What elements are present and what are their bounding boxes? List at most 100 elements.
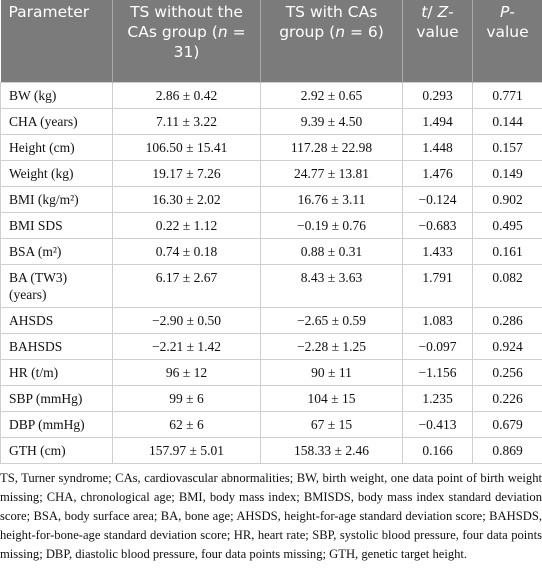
table-cell: 9.39 ± 4.50 — [260, 108, 403, 135]
table-cell: −2.21 ± 1.42 — [112, 333, 261, 360]
table-row: GTH (cm) 157.97 ± 5.01 158.33 ± 2.46 0.166 0… — [0, 437, 542, 464]
table-cell: BMI (kg/m²) — [0, 186, 113, 213]
table-cell: −0.19 ± 0.76 — [260, 212, 403, 239]
table-cell: 67 ± 15 — [260, 411, 403, 438]
table-cell: 90 ± 11 — [260, 359, 403, 386]
footnote: TS, Turner syndrome; CAs, cardiovascular… — [0, 471, 542, 561]
table-cell: 158.33 ± 2.46 — [260, 437, 403, 464]
header-text: = 31) — [173, 23, 246, 61]
table-cell: −0.413 — [402, 411, 473, 438]
table-cell: 1.791 — [402, 264, 473, 308]
table-cell: 0.144 — [472, 108, 542, 135]
table-cell: 0.902 — [472, 186, 542, 213]
table-row: Weight (kg) 19.17 ± 7.26 24.77 ± 13.81 1.47… — [0, 160, 542, 187]
table-cell: 0.924 — [472, 333, 542, 360]
header-text: n — [335, 23, 346, 41]
header-cell: Parameter — [0, 0, 113, 83]
header-text: TS without the CAs group ( — [127, 3, 243, 41]
table-row: Height (cm) 106.50 ± 15.41 117.28 ± 22.98 1… — [0, 134, 542, 161]
table-cell: 7.11 ± 3.22 — [112, 108, 261, 135]
table-cell: 24.77 ± 13.81 — [260, 160, 403, 187]
table-cell: 0.22 ± 1.12 — [112, 212, 261, 239]
table-cell: 8.43 ± 3.63 — [260, 264, 403, 308]
table-row: AHSDS −2.90 ± 0.50 −2.65 ± 0.59 1.083 0.286 — [0, 307, 542, 334]
table-cell: −2.65 ± 0.59 — [260, 307, 403, 334]
table-row: CHA (years) 7.11 ± 3.22 9.39 ± 4.50 1.494 0.… — [0, 108, 542, 135]
table-cell: 0.495 — [472, 212, 542, 239]
header-text: Parameter — [8, 3, 90, 21]
table-cell: 104 ± 15 — [260, 385, 403, 412]
table-cell: −0.124 — [402, 186, 473, 213]
table-cell: 1.476 — [402, 160, 473, 187]
table-cell: 6.17 ± 2.67 — [112, 264, 261, 308]
table-body: BW (kg) 2.86 ± 0.42 2.92 ± 0.65 0.293 0.771 C… — [0, 82, 542, 464]
table-row: BAHSDS −2.21 ± 1.42 −2.28 ± 1.25 −0.097 0.92… — [0, 333, 542, 360]
table-cell: AHSDS — [0, 307, 113, 334]
table-row: SBP (mmHg) 99 ± 6 104 ± 15 1.235 0.226 — [0, 385, 542, 412]
table-cell: SBP (mmHg) — [0, 385, 113, 412]
table-cell: 0.286 — [472, 307, 542, 334]
header-text: Z — [437, 3, 449, 21]
table-row: BMI SDS 0.22 ± 1.12 −0.19 ± 0.76 −0.683 0.49… — [0, 212, 542, 239]
table-cell: CHA (years) — [0, 108, 113, 135]
header-text: / — [427, 3, 438, 21]
table-cell: 117.28 ± 22.98 — [260, 134, 403, 161]
table-cell: Weight (kg) — [0, 160, 113, 187]
table-cell: −0.097 — [402, 333, 473, 360]
table-cell: 1.083 — [402, 307, 473, 334]
table-cell: 0.166 — [402, 437, 473, 464]
table-cell: BSA (m²) — [0, 238, 113, 265]
table-cell: 1.235 — [402, 385, 473, 412]
table-cell: 157.97 ± 5.01 — [112, 437, 261, 464]
table-cell: 0.157 — [472, 134, 542, 161]
table-cell: 0.679 — [472, 411, 542, 438]
header-row: Parameter TS without the CAs group (n = 3… — [0, 0, 542, 83]
header-cell: t/ Z-value — [402, 0, 473, 83]
table-cell: 19.17 ± 7.26 — [112, 160, 261, 187]
table-cell: BMI SDS — [0, 212, 113, 239]
table-cell: 0.226 — [472, 385, 542, 412]
table-cell: 1.448 — [402, 134, 473, 161]
table-cell: 0.149 — [472, 160, 542, 187]
table-cell: 16.76 ± 3.11 — [260, 186, 403, 213]
table-row: HR (t/m) 96 ± 12 90 ± 11 −1.156 0.256 — [0, 359, 542, 386]
table-cell: 0.88 ± 0.31 — [260, 238, 403, 265]
table-cell: BW (kg) — [0, 82, 113, 109]
table-cell: 0.869 — [472, 437, 542, 464]
header-text: -value — [486, 3, 529, 41]
table-cell: −1.156 — [402, 359, 473, 386]
table-cell: 99 ± 6 — [112, 385, 261, 412]
table-cell: 0.771 — [472, 82, 542, 109]
table-cell: −2.90 ± 0.50 — [112, 307, 261, 334]
table-cell: −0.683 — [402, 212, 473, 239]
header-cell: P-value — [472, 0, 542, 83]
table-cell: HR (t/m) — [0, 359, 113, 386]
table-cell: 0.161 — [472, 238, 542, 265]
table-row: BA (TW3) (years) 6.17 ± 2.67 8.43 ± 3.63 1.… — [0, 264, 542, 308]
table-cell: 0.082 — [472, 264, 542, 308]
table-cell: BA (TW3) (years) — [0, 264, 113, 308]
header-text: n — [217, 23, 228, 41]
header-text: = 6) — [345, 23, 384, 41]
table-row: BW (kg) 2.86 ± 0.42 2.92 ± 0.65 0.293 0.771 — [0, 82, 542, 109]
header-cell: TS without the CAs group (n = 31) — [112, 0, 261, 83]
table-row: BMI (kg/m²) 16.30 ± 2.02 16.76 ± 3.11 −0.12… — [0, 186, 542, 213]
table-cell: BAHSDS — [0, 333, 113, 360]
table-cell: Height (cm) — [0, 134, 113, 161]
table-cell: 1.494 — [402, 108, 473, 135]
table-cell: 2.86 ± 0.42 — [112, 82, 261, 109]
table-row: DBP (mmHg) 62 ± 6 67 ± 15 −0.413 0.679 — [0, 411, 542, 438]
table-cell: 1.433 — [402, 238, 473, 265]
table-row: BSA (m²) 0.74 ± 0.18 0.88 ± 0.31 1.433 0.161 — [0, 238, 542, 265]
data-table: Parameter TS without the CAs group (n = 3… — [0, 0, 542, 464]
table-cell: 0.293 — [402, 82, 473, 109]
table-cell: −2.28 ± 1.25 — [260, 333, 403, 360]
header-text: P — [500, 3, 510, 21]
table-cell: 96 ± 12 — [112, 359, 261, 386]
table-cell: 106.50 ± 15.41 — [112, 134, 261, 161]
table-cell: 0.256 — [472, 359, 542, 386]
header-text: t — [421, 3, 428, 21]
table-cell: 0.74 ± 0.18 — [112, 238, 261, 265]
header-text: TS with CAs group ( — [279, 3, 378, 41]
